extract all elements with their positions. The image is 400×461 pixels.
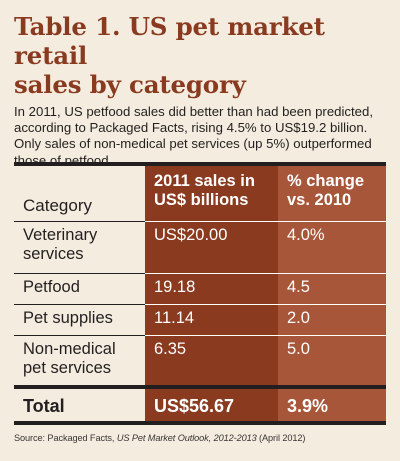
row-change: 5.0	[278, 334, 386, 387]
row-change: 4.0%	[278, 220, 386, 273]
header-sales-line-1: 2011 sales in	[154, 172, 255, 190]
total-row: Total US$56.67 3.9%	[14, 385, 386, 425]
title-line-2: sales by category	[14, 70, 246, 99]
table-row: Veterinary services US$20.00 4.0%	[14, 220, 386, 273]
row-sales: 6.35	[145, 334, 278, 387]
title-line-1: Table 1. US pet market retail	[14, 12, 325, 70]
header-category-label: Category	[23, 195, 92, 215]
table-title: Table 1. US pet market retail sales by c…	[14, 12, 386, 99]
row-change: 2.0	[278, 303, 386, 335]
total-change: 3.9%	[278, 385, 386, 425]
header-sales: 2011 sales in US$ billions	[145, 162, 278, 221]
row-category: Veterinary services	[14, 220, 145, 273]
header-change-line-2: vs. 2010	[287, 191, 352, 209]
intro-paragraph: In 2011, US petfood sales did better tha…	[14, 104, 374, 168]
table-row: Petfood 19.18 4.5	[14, 272, 386, 304]
sales-table: Category 2011 sales in US$ billions % ch…	[14, 162, 386, 425]
source-note: Source: Packaged Facts, US Pet Market Ou…	[14, 432, 305, 444]
row-sales: 11.14	[145, 303, 278, 335]
row-category-line-2: pet services	[23, 358, 112, 377]
row-category-line-1: Non-medical	[23, 339, 116, 358]
total-label: Total	[14, 385, 145, 425]
row-category-line-1: Veterinary	[23, 225, 98, 244]
source-suffix: (April 2012)	[256, 433, 306, 443]
row-category-line-1: Pet supplies	[23, 308, 113, 327]
source-publication: US Pet Market Outlook, 2012-2013	[116, 433, 257, 443]
row-category-line-1: Petfood	[23, 277, 80, 296]
row-category: Non-medical pet services	[14, 334, 145, 387]
row-category: Petfood	[14, 272, 145, 304]
row-change: 4.5	[278, 272, 386, 304]
row-sales: 19.18	[145, 272, 278, 304]
table-row: Non-medical pet services 6.35 5.0	[14, 334, 386, 387]
header-sales-line-2: US$ billions	[154, 191, 249, 209]
header-change-line-1: % change	[287, 172, 365, 190]
header-category: Category	[14, 162, 145, 221]
row-category: Pet supplies	[14, 303, 145, 335]
table-header-row: Category 2011 sales in US$ billions % ch…	[14, 162, 386, 221]
row-sales: US$20.00	[145, 220, 278, 273]
row-category-line-2: services	[23, 244, 84, 263]
table-row: Pet supplies 11.14 2.0	[14, 303, 386, 335]
source-prefix: Source: Packaged Facts,	[14, 433, 117, 443]
total-sales: US$56.67	[145, 385, 278, 425]
header-change: % change vs. 2010	[278, 162, 386, 221]
